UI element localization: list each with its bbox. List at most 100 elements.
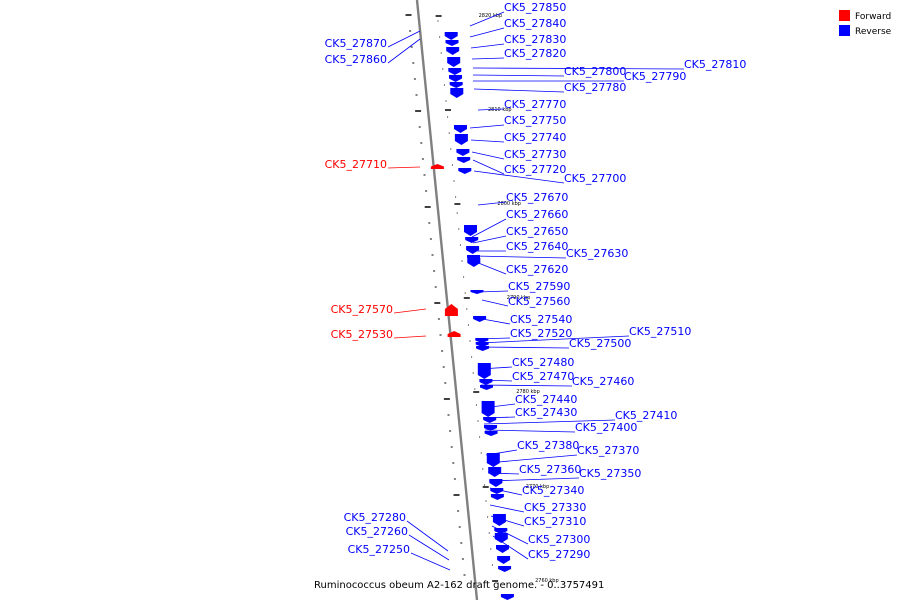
scale-label: 2770 kbp — [526, 484, 550, 490]
gene-label[interactable]: CK5_27850 — [504, 1, 566, 14]
gene-label[interactable]: CK5_27710 — [325, 158, 387, 171]
reverse-gene-arrow — [454, 125, 467, 133]
gene-label[interactable]: CK5_27830 — [504, 33, 566, 46]
gene-label[interactable]: CK5_27480 — [512, 356, 574, 369]
gene-label[interactable]: CK5_27780 — [564, 81, 626, 94]
gene-label[interactable]: CK5_27820 — [504, 47, 566, 60]
gene-label[interactable]: CK5_27400 — [575, 421, 637, 434]
reverse-gene-arrow — [464, 225, 477, 236]
leader-line — [471, 151, 505, 160]
legend: Forward Reverse — [839, 10, 892, 37]
gene-label[interactable]: CK5_27660 — [506, 208, 568, 221]
gene-label[interactable]: CK5_27470 — [512, 370, 574, 383]
gene-label[interactable]: CK5_27590 — [508, 280, 570, 293]
leader-line — [489, 504, 525, 513]
gene-label[interactable]: CK5_27290 — [528, 548, 590, 561]
leader-line — [481, 299, 509, 307]
genome-caption: Ruminococcus obeum A2-162 draft genome. … — [314, 580, 604, 591]
gene-label[interactable]: CK5_27520 — [510, 327, 572, 340]
leader-line — [408, 534, 450, 561]
reverse-gene-arrow — [490, 488, 504, 494]
reverse-gene-arrow — [486, 453, 500, 467]
gene-label[interactable]: CK5_27500 — [569, 337, 631, 350]
leader-line — [473, 170, 565, 184]
leader-line — [393, 308, 427, 314]
gene-label[interactable]: CK5_27860 — [325, 53, 387, 66]
leader-line — [472, 159, 505, 175]
gene-label[interactable]: CK5_27260 — [346, 525, 408, 538]
gene-label[interactable]: CK5_27700 — [564, 172, 626, 185]
leader-line — [470, 43, 505, 49]
gene-label[interactable]: CK5_27410 — [615, 409, 677, 422]
gene-label[interactable]: CK5_27570 — [331, 303, 393, 316]
forward-gene-arrow — [430, 164, 444, 169]
gene-label[interactable]: CK5_27280 — [344, 511, 406, 524]
gene-label[interactable]: CK5_27360 — [519, 463, 581, 476]
leader-line — [472, 235, 507, 244]
scale-label: 2810 kbp — [488, 107, 512, 113]
gene-label[interactable]: CK5_27630 — [566, 247, 628, 260]
gene-label[interactable]: CK5_27430 — [515, 406, 577, 419]
genome-backbone — [415, 0, 479, 600]
gene-label[interactable]: CK5_27730 — [504, 148, 566, 161]
gene-label[interactable]: CK5_27250 — [348, 543, 410, 556]
reverse-gene-arrow — [484, 425, 497, 431]
scale-label: 2800 kbp — [497, 201, 521, 207]
gene-label[interactable]: CK5_27340 — [522, 484, 584, 497]
reverse-gene-arrow — [484, 431, 498, 436]
scale-label: 2760 kbp — [535, 578, 559, 584]
gene-label[interactable]: CK5_27840 — [504, 17, 566, 30]
reverse-gene-arrow — [466, 246, 480, 254]
reverse-gene-arrow — [476, 346, 490, 351]
gene-label[interactable]: CK5_27560 — [508, 295, 570, 308]
reverse-gene-arrow — [498, 566, 512, 572]
gene-label[interactable]: CK5_27460 — [572, 375, 634, 388]
scale-labels: 2820 kbp 2810 kbp 2800 kbp 2790 kbp 2780 kbp… — [435, 13, 559, 584]
gene-label[interactable]: CK5_27620 — [506, 263, 568, 276]
gene-label[interactable]: CK5_27510 — [629, 325, 691, 338]
leader-line — [484, 429, 576, 433]
gene-label[interactable]: CK5_27870 — [325, 37, 387, 50]
gene-label[interactable]: CK5_27750 — [504, 114, 566, 127]
leader-line — [469, 27, 505, 38]
reverse-gene-arrow — [454, 134, 468, 145]
gene-label[interactable]: CK5_27790 — [624, 70, 686, 83]
reverse-gene-arrow — [445, 40, 459, 46]
reverse-gene-arrow — [494, 528, 508, 534]
reverse-gene-arrow — [483, 417, 497, 423]
reverse-gene-arrow — [494, 533, 508, 543]
leader-line — [478, 346, 570, 349]
gene-label[interactable]: CK5_27530 — [331, 328, 393, 341]
gene-label[interactable]: CK5_27330 — [524, 501, 586, 514]
gene-label[interactable]: CK5_27380 — [517, 439, 579, 452]
gene-label[interactable]: CK5_27800 — [564, 65, 626, 78]
gene-label[interactable]: CK5_27720 — [504, 163, 566, 176]
gene-label[interactable]: CK5_27300 — [528, 533, 590, 546]
leader-line — [471, 218, 507, 238]
gene-label[interactable]: CK5_27370 — [577, 444, 639, 457]
gene-label[interactable]: CK5_27440 — [515, 393, 577, 406]
reverse-gene-arrow — [470, 290, 484, 294]
leader-line — [477, 201, 507, 206]
reverse-gene-arrow — [480, 385, 493, 390]
gene-label[interactable]: CK5_27350 — [579, 467, 641, 480]
gene-label[interactable]: CK5_27740 — [504, 131, 566, 144]
gene-label[interactable]: CK5_27540 — [510, 313, 572, 326]
reverse-gene-arrow — [490, 494, 504, 500]
leader-line — [393, 335, 427, 339]
gene-label[interactable]: CK5_27770 — [504, 98, 566, 111]
gene-features — [430, 32, 514, 600]
gene-label[interactable]: CK5_27310 — [524, 515, 586, 528]
gene-label[interactable]: CK5_27670 — [506, 191, 568, 204]
reverse-gene-arrow — [489, 479, 503, 487]
reverse-gene-arrow — [465, 237, 479, 243]
gene-label[interactable]: CK5_27650 — [506, 225, 568, 238]
reverse-gene-arrow — [449, 82, 463, 88]
gene-label[interactable]: CK5_27640 — [506, 240, 568, 253]
reverse-gene-arrow — [475, 342, 489, 347]
leader-line — [387, 30, 421, 48]
gene-label[interactable]: CK5_27810 — [684, 58, 746, 71]
leader-line — [469, 11, 505, 27]
